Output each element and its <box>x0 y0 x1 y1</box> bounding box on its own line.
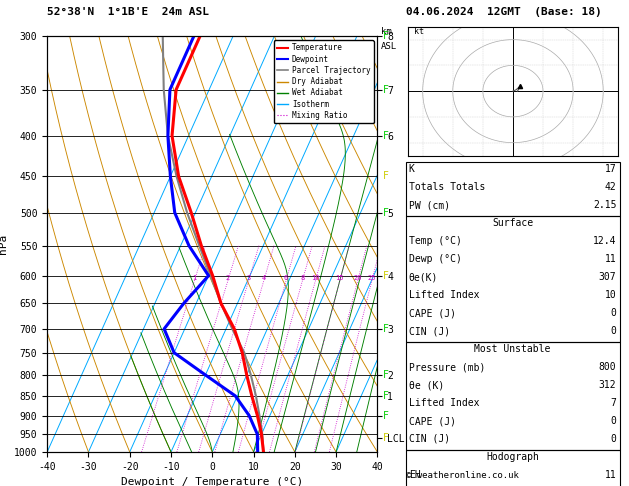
Text: 11: 11 <box>604 470 616 480</box>
Text: 0: 0 <box>611 434 616 444</box>
Text: Hodograph: Hodograph <box>486 452 539 462</box>
Bar <box>406 342 620 450</box>
Text: F: F <box>382 131 388 141</box>
Text: F: F <box>382 271 388 281</box>
Text: F: F <box>382 85 388 95</box>
Text: 1: 1 <box>192 276 196 281</box>
Text: 10: 10 <box>604 290 616 300</box>
Text: F: F <box>382 433 388 443</box>
Text: CAPE (J): CAPE (J) <box>409 416 456 426</box>
Text: kt: kt <box>414 27 423 36</box>
Text: 307: 307 <box>599 272 616 282</box>
Bar <box>406 162 620 216</box>
Text: CIN (J): CIN (J) <box>409 434 450 444</box>
Text: 2.15: 2.15 <box>593 200 616 210</box>
Text: Lifted Index: Lifted Index <box>409 398 479 408</box>
Text: K: K <box>409 164 415 174</box>
Bar <box>406 216 620 342</box>
Text: 0: 0 <box>611 308 616 318</box>
Text: 52°38'N  1°1B'E  24m ASL: 52°38'N 1°1B'E 24m ASL <box>47 7 209 17</box>
Text: F: F <box>382 208 388 218</box>
Text: Dewp (°C): Dewp (°C) <box>409 254 462 264</box>
Text: 0: 0 <box>611 416 616 426</box>
Text: Lifted Index: Lifted Index <box>409 290 479 300</box>
Text: F: F <box>382 324 388 334</box>
Text: CIN (J): CIN (J) <box>409 326 450 336</box>
Text: 12.4: 12.4 <box>593 236 616 246</box>
Text: CAPE (J): CAPE (J) <box>409 308 456 318</box>
Text: EH: EH <box>409 470 421 480</box>
Y-axis label: hPa: hPa <box>0 234 8 254</box>
Text: F: F <box>382 172 388 181</box>
Text: km: km <box>381 27 391 36</box>
Text: 6: 6 <box>284 276 288 281</box>
Text: 312: 312 <box>599 380 616 390</box>
Text: F: F <box>382 370 388 380</box>
Text: 8: 8 <box>300 276 304 281</box>
Text: 800: 800 <box>599 362 616 372</box>
Text: Most Unstable: Most Unstable <box>474 344 551 354</box>
Text: θe (K): θe (K) <box>409 380 444 390</box>
Text: 3: 3 <box>246 276 250 281</box>
Text: Totals Totals: Totals Totals <box>409 182 485 192</box>
Text: Surface: Surface <box>492 218 533 228</box>
Text: 7: 7 <box>611 398 616 408</box>
Text: 17: 17 <box>604 164 616 174</box>
Text: 04.06.2024  12GMT  (Base: 18): 04.06.2024 12GMT (Base: 18) <box>406 7 601 17</box>
Text: Temp (°C): Temp (°C) <box>409 236 462 246</box>
Text: 11: 11 <box>604 254 616 264</box>
Legend: Temperature, Dewpoint, Parcel Trajectory, Dry Adiabat, Wet Adiabat, Isotherm, Mi: Temperature, Dewpoint, Parcel Trajectory… <box>274 40 374 123</box>
Text: F: F <box>382 391 388 401</box>
Bar <box>406 450 620 486</box>
Text: 10: 10 <box>311 276 320 281</box>
Text: F: F <box>382 411 388 420</box>
Text: 2: 2 <box>226 276 230 281</box>
Text: 15: 15 <box>335 276 344 281</box>
Text: θe(K): θe(K) <box>409 272 438 282</box>
Text: 25: 25 <box>367 276 376 281</box>
Text: 0: 0 <box>611 326 616 336</box>
Text: 4: 4 <box>262 276 265 281</box>
Text: © weatheronline.co.uk: © weatheronline.co.uk <box>406 471 518 480</box>
X-axis label: Dewpoint / Temperature (°C): Dewpoint / Temperature (°C) <box>121 477 303 486</box>
Text: 20: 20 <box>353 276 362 281</box>
Text: F: F <box>382 32 388 41</box>
Text: Pressure (mb): Pressure (mb) <box>409 362 485 372</box>
Text: PW (cm): PW (cm) <box>409 200 450 210</box>
Text: ASL: ASL <box>381 42 397 51</box>
Text: 42: 42 <box>604 182 616 192</box>
